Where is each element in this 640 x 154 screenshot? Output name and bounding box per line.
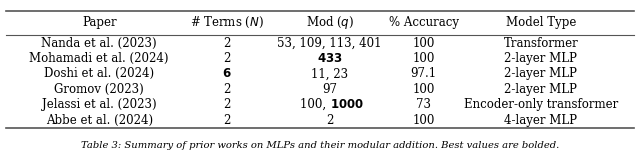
Text: 97: 97 bbox=[322, 83, 337, 96]
Text: 100: 100 bbox=[413, 37, 435, 50]
Text: Jelassi et al. (2023): Jelassi et al. (2023) bbox=[42, 98, 157, 111]
Text: 2-layer MLP: 2-layer MLP bbox=[504, 83, 577, 96]
Text: Mod ($q$): Mod ($q$) bbox=[305, 14, 354, 31]
Text: Paper: Paper bbox=[82, 16, 116, 29]
Text: Abbe et al. (2024): Abbe et al. (2024) bbox=[45, 114, 153, 127]
Text: 100,: 100, bbox=[300, 98, 330, 111]
Text: 53, 109, 113, 401: 53, 109, 113, 401 bbox=[277, 37, 382, 50]
Text: 4-layer MLP: 4-layer MLP bbox=[504, 114, 577, 127]
Text: 2-layer MLP: 2-layer MLP bbox=[504, 52, 577, 65]
Text: # Terms ($N$): # Terms ($N$) bbox=[190, 15, 264, 30]
Text: Encoder-only transformer: Encoder-only transformer bbox=[463, 98, 618, 111]
Text: 2: 2 bbox=[223, 37, 231, 50]
Text: % Accuracy: % Accuracy bbox=[388, 16, 459, 29]
Text: Mohamadi et al. (2024): Mohamadi et al. (2024) bbox=[29, 52, 169, 65]
Text: Gromov (2023): Gromov (2023) bbox=[54, 83, 144, 96]
Text: 2: 2 bbox=[223, 98, 231, 111]
Text: 11, 23: 11, 23 bbox=[311, 67, 348, 80]
Text: 2: 2 bbox=[326, 114, 333, 127]
Text: Model Type: Model Type bbox=[506, 16, 576, 29]
Text: 97.1: 97.1 bbox=[411, 67, 436, 80]
Text: 2: 2 bbox=[223, 114, 231, 127]
Text: $\mathbf{433}$: $\mathbf{433}$ bbox=[317, 52, 342, 65]
Text: Doshi et al. (2024): Doshi et al. (2024) bbox=[44, 67, 154, 80]
Text: 2-layer MLP: 2-layer MLP bbox=[504, 67, 577, 80]
Text: Nanda et al. (2023): Nanda et al. (2023) bbox=[42, 37, 157, 50]
Text: $\mathbf{1000}$: $\mathbf{1000}$ bbox=[330, 98, 364, 111]
Text: Transformer: Transformer bbox=[504, 37, 578, 50]
Text: 2: 2 bbox=[223, 83, 231, 96]
Text: 100: 100 bbox=[413, 83, 435, 96]
Text: 100: 100 bbox=[413, 114, 435, 127]
Text: Table 3: Summary of prior works on MLPs and their modular addition. Best values : Table 3: Summary of prior works on MLPs … bbox=[81, 141, 559, 150]
Text: 100: 100 bbox=[413, 52, 435, 65]
Text: $\mathbf{6}$: $\mathbf{6}$ bbox=[222, 67, 232, 80]
Text: 2: 2 bbox=[223, 52, 231, 65]
Text: 73: 73 bbox=[416, 98, 431, 111]
